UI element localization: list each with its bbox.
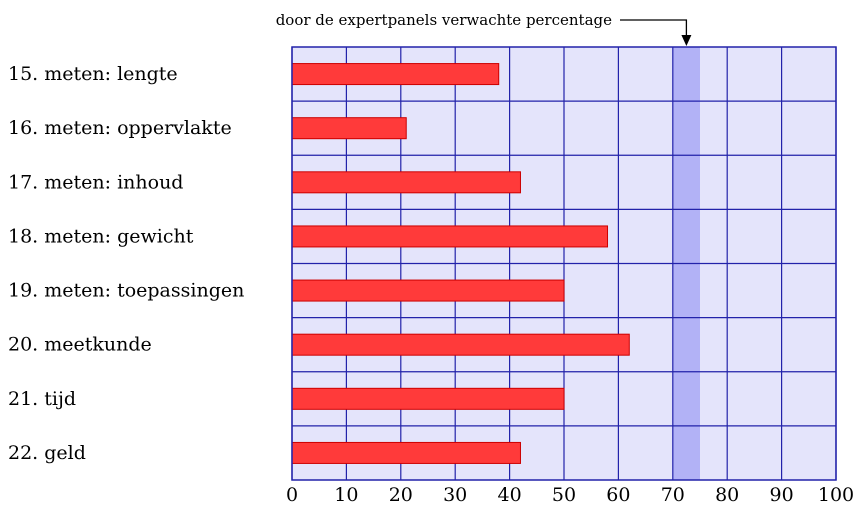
x-tick-label: 20 [389,484,413,506]
x-tick-label: 0 [286,484,298,506]
bar [291,225,609,248]
x-tick-label: 40 [498,484,522,506]
category-label: 18. meten: gewicht [8,225,194,247]
x-tick-label: 70 [661,484,685,506]
bar [291,117,407,140]
x-tick-label: 10 [334,484,358,506]
x-tick-label: 60 [606,484,630,506]
grid [291,47,837,480]
category-labels: 15. meten: lengte 16. meten: oppervlakte 1… [8,63,244,464]
x-tick-labels: 0 10 20 30 40 50 60 70 80 90 100 [286,484,854,506]
category-label: 17. meten: inhoud [8,171,183,193]
x-tick-label: 100 [818,484,854,506]
annotation-arrowhead [681,35,692,46]
bar [291,441,521,464]
x-tick-label: 90 [770,484,794,506]
annotation-arrow [620,19,688,38]
bar [291,171,521,194]
x-tick-label: 80 [715,484,739,506]
x-tick-label: 30 [443,484,467,506]
bar [291,279,565,302]
bar [291,63,500,86]
category-label: 16. meten: oppervlakte [8,117,232,139]
bar [291,333,630,356]
category-label: 20. meetkunde [8,334,152,356]
annotation-text: door de expertpanels verwachte percentag… [276,11,612,29]
category-label: 21. tijd [8,388,76,410]
plot-frame [291,46,837,481]
bar [291,387,565,410]
category-label: 22. geld [8,442,86,464]
category-label: 15. meten: lengte [8,63,178,85]
category-label: 19. meten: toepassingen [8,280,244,302]
x-tick-label: 50 [552,484,576,506]
